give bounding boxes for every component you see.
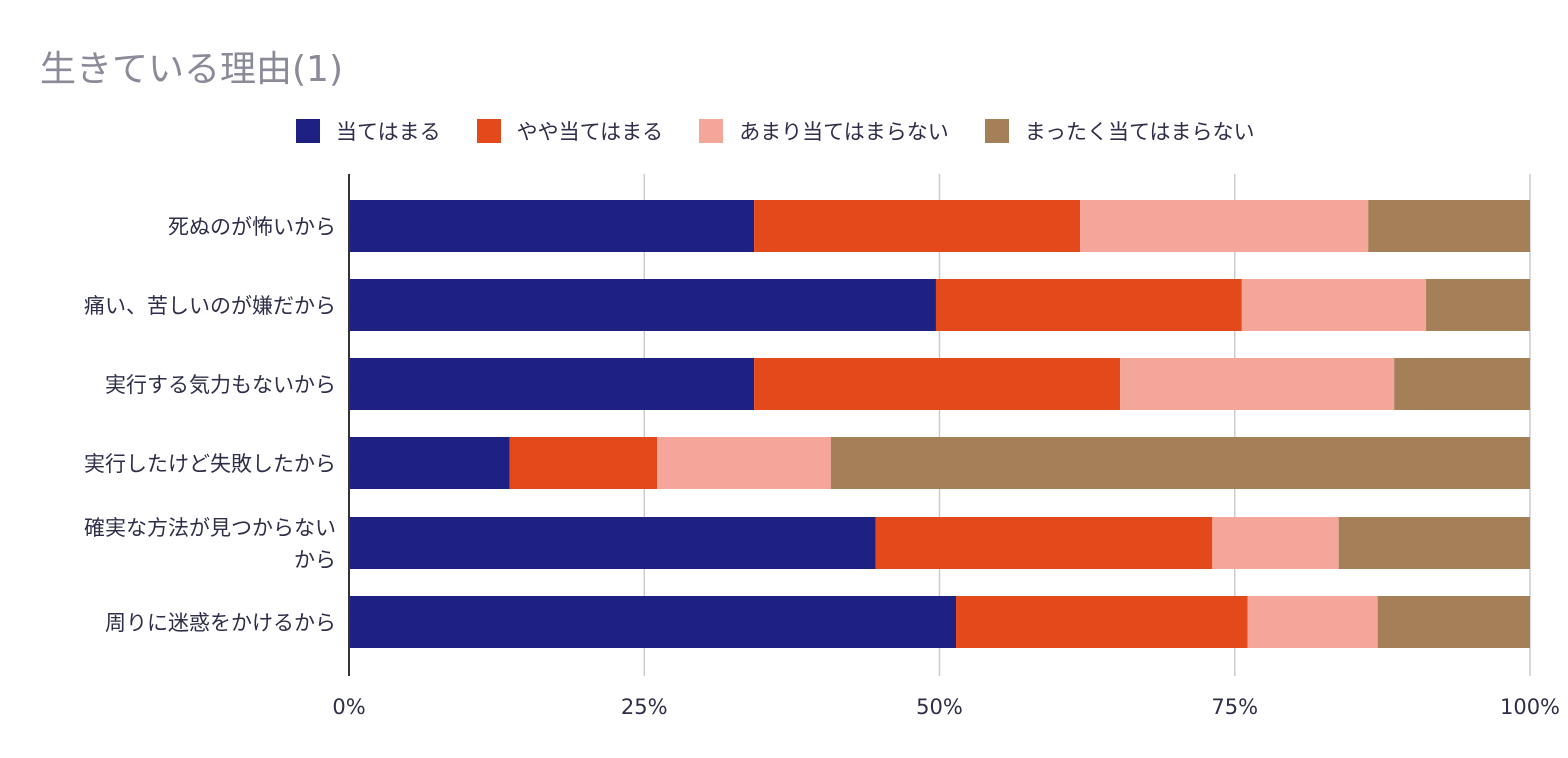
bar-segment bbox=[1241, 279, 1427, 331]
x-tick-label: 25% bbox=[621, 695, 668, 719]
bar-segment bbox=[754, 200, 1081, 252]
x-tick-label: 50% bbox=[916, 695, 963, 719]
bar-segment bbox=[1080, 200, 1369, 252]
bar-segment bbox=[754, 358, 1121, 410]
x-tick-label: 100% bbox=[1500, 695, 1560, 719]
bar-segment bbox=[349, 200, 755, 252]
legend-swatch bbox=[476, 119, 501, 143]
legend-label: あまり当てはまらない bbox=[739, 120, 949, 144]
bar-segment bbox=[349, 358, 755, 410]
bar-segment bbox=[1338, 517, 1530, 569]
bar-segment bbox=[830, 437, 1530, 489]
bar-segment bbox=[1426, 279, 1530, 331]
bar-segment bbox=[349, 596, 957, 648]
category-label: 周りに迷惑をかけるから bbox=[105, 611, 336, 635]
bar-segment bbox=[349, 437, 510, 489]
bar-segment bbox=[509, 437, 658, 489]
legend-item: あまり当てはまらない bbox=[699, 116, 949, 146]
bar-segment bbox=[875, 517, 1213, 569]
legend-label: やや当てはまる bbox=[516, 120, 664, 144]
bar-segment bbox=[1212, 517, 1339, 569]
bar-segment bbox=[956, 596, 1248, 648]
category-label: 確実な方法が見つからない bbox=[84, 516, 336, 540]
category-label: 実行したけど失敗したから bbox=[84, 452, 336, 476]
category-label: 痛い、苦しいのが嫌だから bbox=[84, 294, 336, 318]
x-tick-label: 0% bbox=[332, 695, 365, 719]
bar-segment bbox=[1368, 200, 1530, 252]
legend-item: まったく当てはまらない bbox=[984, 116, 1255, 146]
x-tick-label: 75% bbox=[1211, 695, 1258, 719]
legend-label: 当てはまる bbox=[336, 120, 441, 144]
bar-segment bbox=[1377, 596, 1530, 648]
bar-segment bbox=[1394, 358, 1530, 410]
chart-title: 生きている理由(1) bbox=[40, 49, 343, 90]
legend: 当てはまる やや当てはまる あまり当てはまらない まったく当てはまらない bbox=[296, 116, 1291, 146]
legend-swatch bbox=[296, 119, 320, 143]
legend-swatch bbox=[699, 119, 724, 143]
legend-item: 当てはまる bbox=[296, 116, 441, 146]
legend-item: やや当てはまる bbox=[476, 116, 664, 146]
legend-swatch bbox=[984, 119, 1009, 143]
bar-segment bbox=[349, 517, 876, 569]
bar-segment bbox=[1247, 596, 1378, 648]
legend-label: まったく当てはまらない bbox=[1024, 120, 1255, 144]
category-label: から bbox=[294, 548, 336, 572]
category-label: 実行する気力もないから bbox=[105, 373, 336, 397]
bar-segment bbox=[349, 279, 936, 331]
bar-segment bbox=[657, 437, 831, 489]
bar-segment bbox=[1120, 358, 1395, 410]
category-label: 死ぬのが怖いから bbox=[168, 215, 336, 239]
bar-segment bbox=[935, 279, 1242, 331]
